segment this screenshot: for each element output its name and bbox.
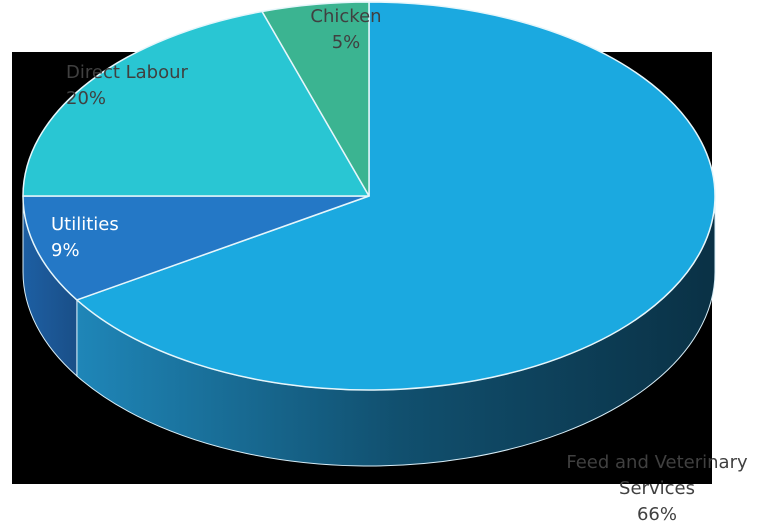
slice-chicken	[261, 1, 370, 197]
label-direct-labour-name: Direct Labour	[66, 62, 189, 83]
label-feed-name-line2: Services	[619, 478, 695, 499]
label-chicken-value: 5%	[332, 32, 361, 53]
label-feed-name-line1: Feed and Veterinary	[566, 452, 748, 473]
slice-feed-and-veterinary-services	[76, 1, 716, 391]
label-utilities-name: Utilities	[51, 214, 119, 235]
label-chicken-name: Chicken	[310, 6, 381, 27]
pie-slices	[22, 1, 716, 391]
slice-direct-labour	[22, 10, 370, 197]
slice-utilities	[22, 195, 370, 301]
label-utilities-value: 9%	[51, 240, 80, 261]
label-direct-labour-value: 20%	[66, 88, 106, 109]
label-feed-value: 66%	[637, 504, 677, 524]
